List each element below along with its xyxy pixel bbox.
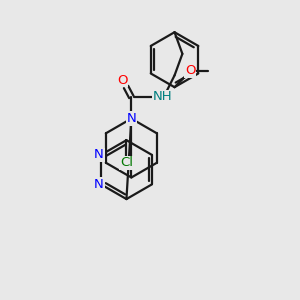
Text: O: O [185,64,196,77]
Text: N: N [127,112,136,125]
Text: N: N [94,148,104,161]
Text: N: N [94,178,104,191]
Text: O: O [117,74,128,87]
Text: Cl: Cl [120,156,133,169]
Text: NH: NH [153,91,172,103]
